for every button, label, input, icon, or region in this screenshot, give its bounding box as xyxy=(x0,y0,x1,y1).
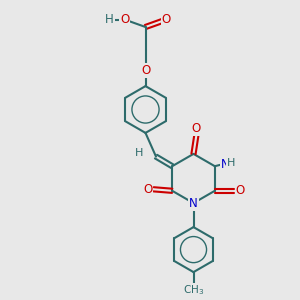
Text: CH$_3$: CH$_3$ xyxy=(183,283,204,297)
Text: O: O xyxy=(162,13,171,26)
Text: O: O xyxy=(141,64,150,77)
Text: O: O xyxy=(236,184,245,197)
Text: H: H xyxy=(105,13,114,26)
Text: H: H xyxy=(227,158,236,168)
Text: N: N xyxy=(221,158,230,171)
Text: H: H xyxy=(135,148,144,158)
Text: N: N xyxy=(189,196,198,210)
Text: O: O xyxy=(120,13,129,26)
Text: O: O xyxy=(143,183,152,196)
Text: O: O xyxy=(192,122,201,136)
